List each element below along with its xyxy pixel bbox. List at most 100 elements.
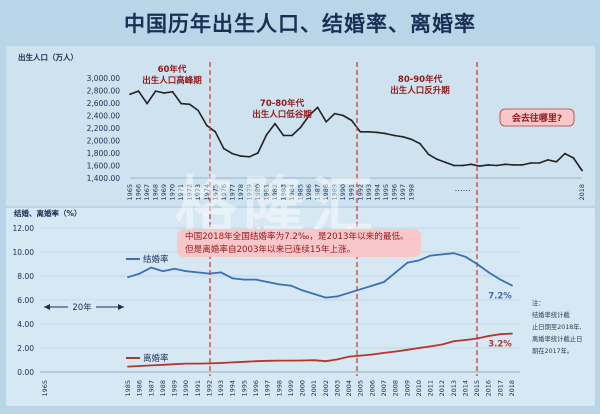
marriage-data-point bbox=[220, 271, 222, 274]
divorce-data-point bbox=[371, 353, 374, 356]
side-note-line: 注： bbox=[532, 300, 545, 307]
births-data-point bbox=[572, 157, 575, 159]
marriage-series-line bbox=[127, 252, 513, 299]
marriage-xtick-label: 2004 bbox=[345, 380, 353, 397]
side-note-line: 结婚率统计截 bbox=[532, 312, 570, 319]
births-data-point bbox=[342, 114, 345, 117]
divorce-data-point bbox=[196, 362, 199, 365]
divorce-data-point bbox=[464, 339, 467, 341]
divorce-data-point bbox=[162, 363, 164, 366]
marriage-xtick-label: 1988 bbox=[159, 380, 167, 397]
marriage-data-point bbox=[127, 276, 129, 279]
divorce-data-point bbox=[290, 359, 292, 362]
divorce-data-point bbox=[394, 350, 397, 353]
births-data-point bbox=[154, 90, 157, 93]
births-data-point bbox=[171, 90, 174, 93]
births-data-point bbox=[222, 147, 225, 150]
births-ytick-label: 2,200.00 bbox=[87, 124, 121, 133]
marriage-xtick-label: 2013 bbox=[450, 380, 458, 397]
births-xtick-label: 1970 bbox=[169, 184, 177, 201]
births-data-point bbox=[546, 158, 549, 161]
births-data-point bbox=[180, 102, 183, 105]
births-data-point bbox=[359, 130, 362, 133]
divorce-data-point bbox=[185, 362, 188, 365]
marriage-data-point bbox=[243, 278, 246, 281]
births-data-point bbox=[282, 134, 285, 137]
marriage-data-point bbox=[348, 291, 350, 294]
births-data-point bbox=[188, 103, 191, 106]
marriage-end-label: 7.2% bbox=[488, 292, 512, 302]
births-ytick-label: 2,400.00 bbox=[87, 112, 121, 121]
births-data-point bbox=[538, 162, 541, 164]
births-ytick-label: 2,600.00 bbox=[87, 99, 121, 108]
births-data-point bbox=[376, 131, 379, 134]
births-ytick-label: 2,000.00 bbox=[87, 137, 121, 146]
divorce-data-point bbox=[278, 359, 281, 362]
annotation-80s-90s: 80-90年代 bbox=[398, 74, 443, 85]
births-data-point bbox=[521, 163, 524, 166]
annotation-70s-80s: 出生人口低谷期 bbox=[252, 109, 312, 120]
births-data-point bbox=[291, 134, 293, 137]
births-xtick-label: 1991 bbox=[348, 184, 356, 201]
births-data-point bbox=[350, 119, 353, 122]
legend-marriage-label: 结婚率 bbox=[143, 254, 169, 265]
births-data-point bbox=[504, 163, 507, 166]
births-xtick-label: 1995 bbox=[382, 184, 390, 201]
births-data-point bbox=[393, 134, 396, 137]
marriage-data-point bbox=[150, 266, 153, 269]
marriage-data-point bbox=[499, 278, 502, 281]
divorce-data-point bbox=[138, 365, 141, 367]
marriage-data-point bbox=[196, 271, 199, 274]
marriage-data-point bbox=[394, 271, 397, 274]
births-data-point bbox=[419, 142, 421, 145]
births-xtick-label: 1990 bbox=[339, 184, 347, 201]
births-data-point bbox=[325, 120, 328, 123]
divorce-data-point bbox=[406, 348, 409, 351]
marriage-xtick-label: 2001 bbox=[310, 380, 318, 397]
marriage-data-point bbox=[185, 270, 188, 273]
births-data-point bbox=[384, 132, 387, 135]
marriage-ytick-label: 12.00 bbox=[13, 224, 35, 233]
marriage-data-point bbox=[383, 281, 385, 283]
marriage-data-point bbox=[418, 259, 420, 262]
divorce-data-point bbox=[336, 358, 339, 361]
marriage-xtick-label: 1996 bbox=[252, 380, 260, 397]
births-data-point bbox=[436, 158, 438, 161]
divorce-data-point bbox=[429, 345, 432, 348]
marriage-xtick-label: 1986 bbox=[136, 380, 144, 397]
marriage-data-point bbox=[476, 263, 478, 265]
side-note-line: 止日期至2018年, bbox=[532, 324, 582, 331]
births-data-point bbox=[461, 164, 464, 167]
marriage-data-point bbox=[359, 288, 362, 291]
marriage-xtick-label: 1991 bbox=[194, 380, 202, 397]
births-data-point bbox=[137, 90, 140, 93]
marriage-data-point bbox=[406, 261, 409, 264]
marriage-xtick-label: 2016 bbox=[485, 380, 493, 397]
marriage-xtick-label: 1985 bbox=[124, 380, 132, 397]
annotation-60s: 出生人口高峰期 bbox=[142, 75, 202, 86]
births-xtick-ellipsis: …… bbox=[455, 184, 471, 193]
births-xtick-label: 1993 bbox=[365, 184, 373, 201]
marriage-data-point bbox=[301, 289, 304, 292]
marriage-xtick-label: 2012 bbox=[438, 380, 446, 397]
marriage-data-point bbox=[429, 254, 432, 257]
stat-annotation-box: 中国2018年全国结婚率为7.2‰，是2013年以来的最低。 但是离婚率自200… bbox=[177, 229, 421, 257]
births-axis-title: 出生人口（万人） bbox=[18, 52, 78, 62]
marriage-xtick-label: 1999 bbox=[287, 380, 295, 397]
divorce-data-point bbox=[208, 362, 211, 365]
marriage-xtick-label: 1965 bbox=[41, 380, 49, 397]
births-xtick-label: 1965 bbox=[126, 184, 134, 201]
marriage-ytick-label: 8.00 bbox=[17, 272, 34, 281]
births-xtick-label: 1988 bbox=[322, 184, 330, 201]
births-data-point bbox=[581, 169, 583, 172]
births-xtick-label: 1979 bbox=[245, 184, 253, 201]
side-note-line: 离婚率统计截止日 bbox=[532, 336, 583, 343]
births-data-point bbox=[205, 124, 208, 127]
births-xtick-label: 1994 bbox=[373, 184, 381, 201]
births-data-point bbox=[265, 133, 268, 136]
divorce-data-point bbox=[301, 359, 304, 362]
marriage-data-point bbox=[208, 272, 211, 275]
births-xtick-label: 1998 bbox=[407, 184, 415, 201]
